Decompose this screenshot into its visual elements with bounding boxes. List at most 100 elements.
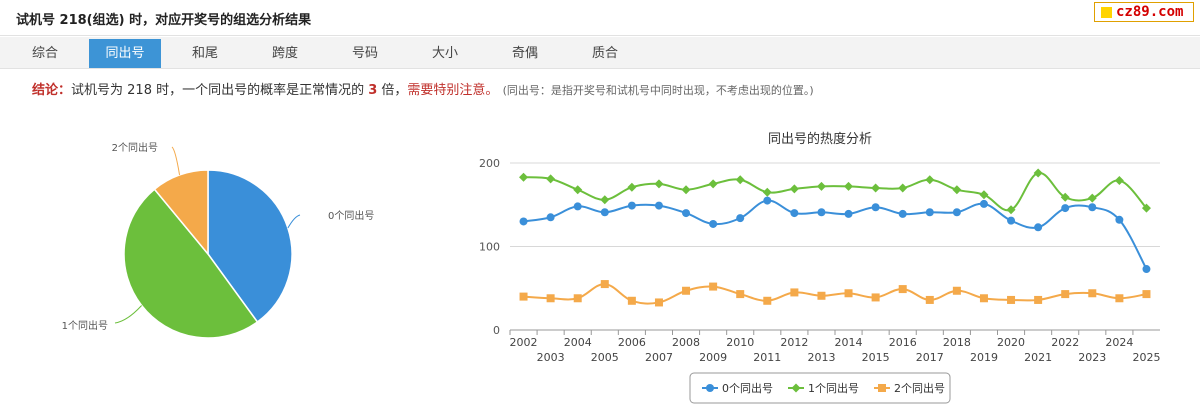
series-1-point-13	[871, 183, 881, 193]
legend-label-2: 2个同出号	[894, 381, 945, 395]
x-tick-label-2: 2004	[564, 336, 592, 349]
x-tick-label-17: 2019	[970, 351, 998, 364]
series-1-point-8	[735, 175, 745, 185]
series-0-point-0	[519, 217, 528, 226]
series-0-point-1	[546, 213, 555, 222]
header-bar: 试机号 218(组选) 时，对应开奖号的组选分析结果	[0, 0, 1200, 36]
series-1-point-23	[1141, 203, 1151, 213]
series-1-point-2	[573, 185, 583, 195]
pie-slice-0	[207, 169, 293, 324]
series-2-point-14	[898, 285, 907, 294]
series-0-point-3	[600, 208, 609, 217]
tab-1[interactable]: 同出号	[89, 39, 161, 68]
line-chart-title: 同出号的热度分析	[768, 131, 872, 147]
legend-marker-0	[706, 384, 714, 392]
pie-label-1: 1个同出号	[62, 319, 108, 332]
series-0-point-17	[979, 199, 988, 208]
x-tick-label-22: 2024	[1105, 336, 1133, 349]
series-2	[519, 280, 1151, 307]
series-0-point-10	[790, 209, 799, 218]
series-line-0	[523, 199, 1148, 270]
x-tick-label-12: 2014	[835, 336, 863, 349]
series-2-point-15	[925, 295, 934, 304]
x-tick-label-6: 2008	[672, 336, 700, 349]
series-1-point-16	[952, 185, 962, 195]
series-2-point-21	[1088, 289, 1097, 298]
x-tick-label-10: 2012	[780, 336, 808, 349]
series-0-point-19	[1034, 223, 1043, 232]
x-tick-label-5: 2007	[645, 351, 673, 364]
x-tick-label-11: 2013	[807, 351, 835, 364]
x-tick-label-15: 2017	[916, 351, 944, 364]
series-0-point-4	[627, 201, 636, 210]
series-1-point-1	[546, 174, 556, 184]
series-1-point-20	[1060, 192, 1070, 202]
pie-slice-1	[123, 188, 259, 339]
series-2-point-17	[979, 294, 988, 303]
site-logo[interactable]: cz89.com	[1094, 2, 1194, 22]
series-0-point-8	[736, 214, 745, 223]
series-0-point-9	[763, 196, 772, 205]
tab-4[interactable]: 号码	[351, 46, 378, 61]
series-line-1	[523, 172, 1148, 212]
series-2-point-19	[1034, 295, 1043, 304]
x-tick-label-0: 2002	[510, 336, 538, 349]
x-tick-label-19: 2021	[1024, 351, 1052, 364]
series-0-point-6	[682, 209, 691, 218]
series-1-point-14	[898, 183, 908, 193]
series-2-point-6	[682, 286, 691, 295]
conclusion-note: (同出号：是指开奖号和试机号中同时出现，不考虑出现的位置。)	[502, 84, 814, 97]
line-chart: 同出号的热度分析 0 100 200 2002 2003 2004 2005 2006 2007 2…	[479, 131, 1160, 404]
x-tick-label-7: 2009	[699, 351, 727, 364]
conclusion-multiple: 3	[368, 83, 378, 98]
conclusion-body: 试机号为 218 时，一个同出号的概率是正常情况的	[71, 83, 369, 98]
series-1-point-15	[925, 175, 935, 185]
series-1	[519, 168, 1151, 215]
series-1-point-5	[654, 179, 664, 189]
series-2-point-2	[573, 294, 582, 303]
series-1-point-11	[816, 181, 826, 191]
pie-leader-2	[171, 146, 181, 176]
series-1-point-12	[844, 181, 854, 191]
tab-2[interactable]: 和尾	[191, 46, 218, 61]
x-tick-label-9: 2011	[753, 351, 781, 364]
series-2-point-1	[546, 294, 555, 303]
series-2-point-8	[736, 290, 745, 299]
tab-7[interactable]: 质合	[591, 46, 618, 61]
pie-label-0: 0个同出号	[328, 209, 374, 222]
series-2-point-9	[763, 296, 772, 305]
series-1-point-17	[979, 190, 989, 200]
x-tick-label-23: 2025	[1132, 351, 1160, 364]
tab-0[interactable]: 综合	[31, 46, 58, 61]
x-tick-label-3: 2005	[591, 351, 619, 364]
series-1-point-19	[1033, 168, 1043, 178]
tab-3[interactable]: 跨度	[271, 46, 298, 61]
series-2-point-23	[1142, 290, 1151, 299]
y-tick-label-2: 200	[479, 157, 500, 170]
x-tick-label-4: 2006	[618, 336, 646, 349]
series-2-point-10	[790, 288, 799, 297]
series-0-point-14	[898, 209, 907, 218]
legend: 0个同出号 1个同出号 2个同出号	[689, 372, 951, 404]
series-0-point-5	[654, 201, 663, 210]
series-0-point-11	[817, 208, 826, 217]
series-0-point-23	[1142, 265, 1151, 274]
series-0-point-2	[573, 202, 582, 211]
tab-6[interactable]: 奇偶	[511, 46, 538, 61]
y-tick-label-0: 0	[493, 324, 500, 337]
x-tick-label-8: 2010	[726, 336, 754, 349]
series-1-point-6	[681, 185, 691, 195]
series-line-2	[523, 283, 1147, 305]
conclusion-label: 结论：	[32, 83, 72, 98]
x-tick-label-21: 2023	[1078, 351, 1106, 364]
series-0-point-22	[1115, 215, 1124, 224]
series-0-point-18	[1007, 216, 1016, 225]
series-2-point-4	[627, 296, 636, 305]
logo-square-icon	[1101, 6, 1112, 18]
series-2-point-5	[654, 298, 663, 307]
x-tick-label-14: 2016	[889, 336, 917, 349]
legend-marker-1	[791, 383, 801, 393]
tab-5[interactable]: 大小	[431, 46, 458, 61]
series-0-point-7	[709, 219, 718, 228]
series-0-point-13	[871, 203, 880, 212]
